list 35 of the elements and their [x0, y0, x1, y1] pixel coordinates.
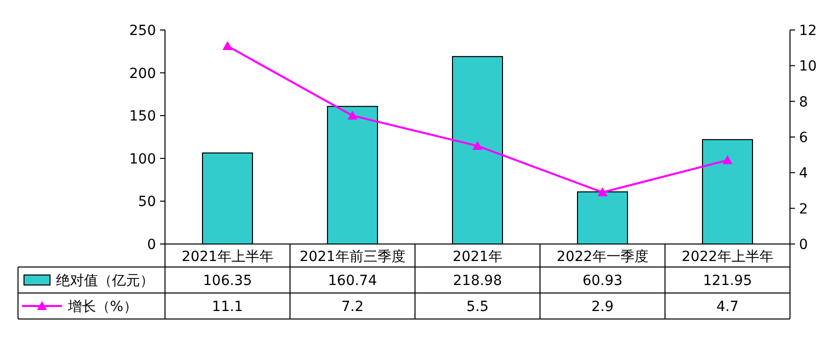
y2-tick-label: 2	[799, 201, 808, 218]
y-tick-label: 100	[129, 151, 156, 168]
data-label: 60.93	[582, 273, 623, 289]
point	[722, 155, 732, 164]
y2-tick-label: 12	[799, 23, 817, 39]
y-tick-label: 250	[129, 23, 156, 39]
data-label: 160.74	[328, 273, 378, 289]
data-label: 218.98	[453, 273, 502, 289]
point	[598, 187, 608, 196]
point	[222, 41, 232, 50]
x-tick-label: 2022年上半年	[682, 249, 774, 265]
data-label: 4.7	[716, 299, 739, 315]
y2-tick-label: 10	[799, 58, 817, 75]
x-tick-label: 2022年一季度	[556, 249, 648, 265]
data-label: 2.9	[591, 299, 614, 315]
data-label: 5.5	[466, 299, 489, 315]
point	[472, 140, 482, 150]
x-tick-label: 2021年前三季度	[300, 249, 406, 265]
y2-tick-label: 0	[799, 237, 808, 253]
y-tick-label: 50	[138, 194, 156, 210]
y-tick-label: 200	[129, 66, 156, 82]
y2-tick-label: 6	[799, 130, 808, 146]
x-tick-label: 2021年	[452, 249, 502, 265]
y2-tick-label: 8	[799, 94, 808, 110]
data-label: 106.35	[203, 273, 252, 289]
data-label: 7.2	[341, 299, 364, 315]
x-tick-label: 2021年上半年	[182, 249, 274, 265]
point	[348, 110, 358, 120]
legend-label: 增长（%）	[67, 299, 138, 315]
y2-tick-label: 4	[799, 166, 808, 182]
data-label: 11.1	[212, 299, 244, 315]
y-tick-label: 0	[147, 237, 156, 253]
data-label: 121.95	[703, 273, 752, 289]
legend-label: 绝对值（亿元）	[56, 273, 154, 289]
y-tick-label: 150	[129, 108, 156, 125]
